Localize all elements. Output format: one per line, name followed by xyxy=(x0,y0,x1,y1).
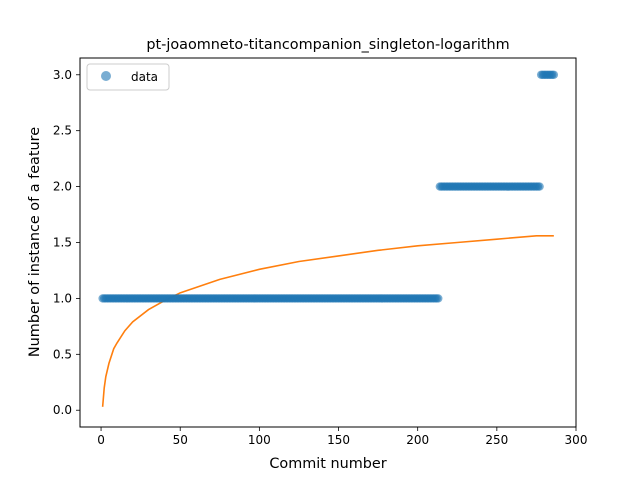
y-tick-label: 0.5 xyxy=(53,347,72,361)
data-points-layer xyxy=(98,70,559,303)
y-tick-label: 2.0 xyxy=(53,180,72,194)
x-axis-ticks: 0 50 100 150 200 250 300 xyxy=(97,427,587,447)
x-tick-label: 250 xyxy=(485,433,508,447)
fit-line-layer xyxy=(101,234,554,407)
y-tick-label: 3.0 xyxy=(53,68,72,82)
y-tick-label: 0.0 xyxy=(53,403,72,417)
x-tick-label: 100 xyxy=(248,433,271,447)
x-tick-label: 200 xyxy=(406,433,429,447)
y-axis-label: Number of instance of a feature xyxy=(27,127,43,357)
legend: data xyxy=(86,63,170,91)
x-tick-label: 150 xyxy=(327,433,350,447)
y-tick-label: 1.0 xyxy=(53,291,72,305)
x-tick-label: 50 xyxy=(173,433,188,447)
x-tick-label: 300 xyxy=(565,433,588,447)
x-tick-label: 0 xyxy=(97,433,105,447)
data-point xyxy=(434,294,443,303)
y-axis-ticks: 0.0 0.5 1.0 1.5 2.0 2.5 3.0 xyxy=(53,68,80,417)
fit-line xyxy=(101,234,554,407)
y-tick-label: 1.5 xyxy=(53,236,72,250)
legend-label-data: data xyxy=(131,70,158,84)
legend-marker-data xyxy=(101,71,111,81)
y-tick-label: 2.5 xyxy=(53,124,72,138)
data-point xyxy=(535,182,544,191)
legend-box xyxy=(86,63,170,91)
x-axis-label: Commit number xyxy=(269,456,386,472)
data-point xyxy=(549,70,559,79)
chart-title: pt-joaomneto-titancompanion_singleton-lo… xyxy=(146,37,509,53)
